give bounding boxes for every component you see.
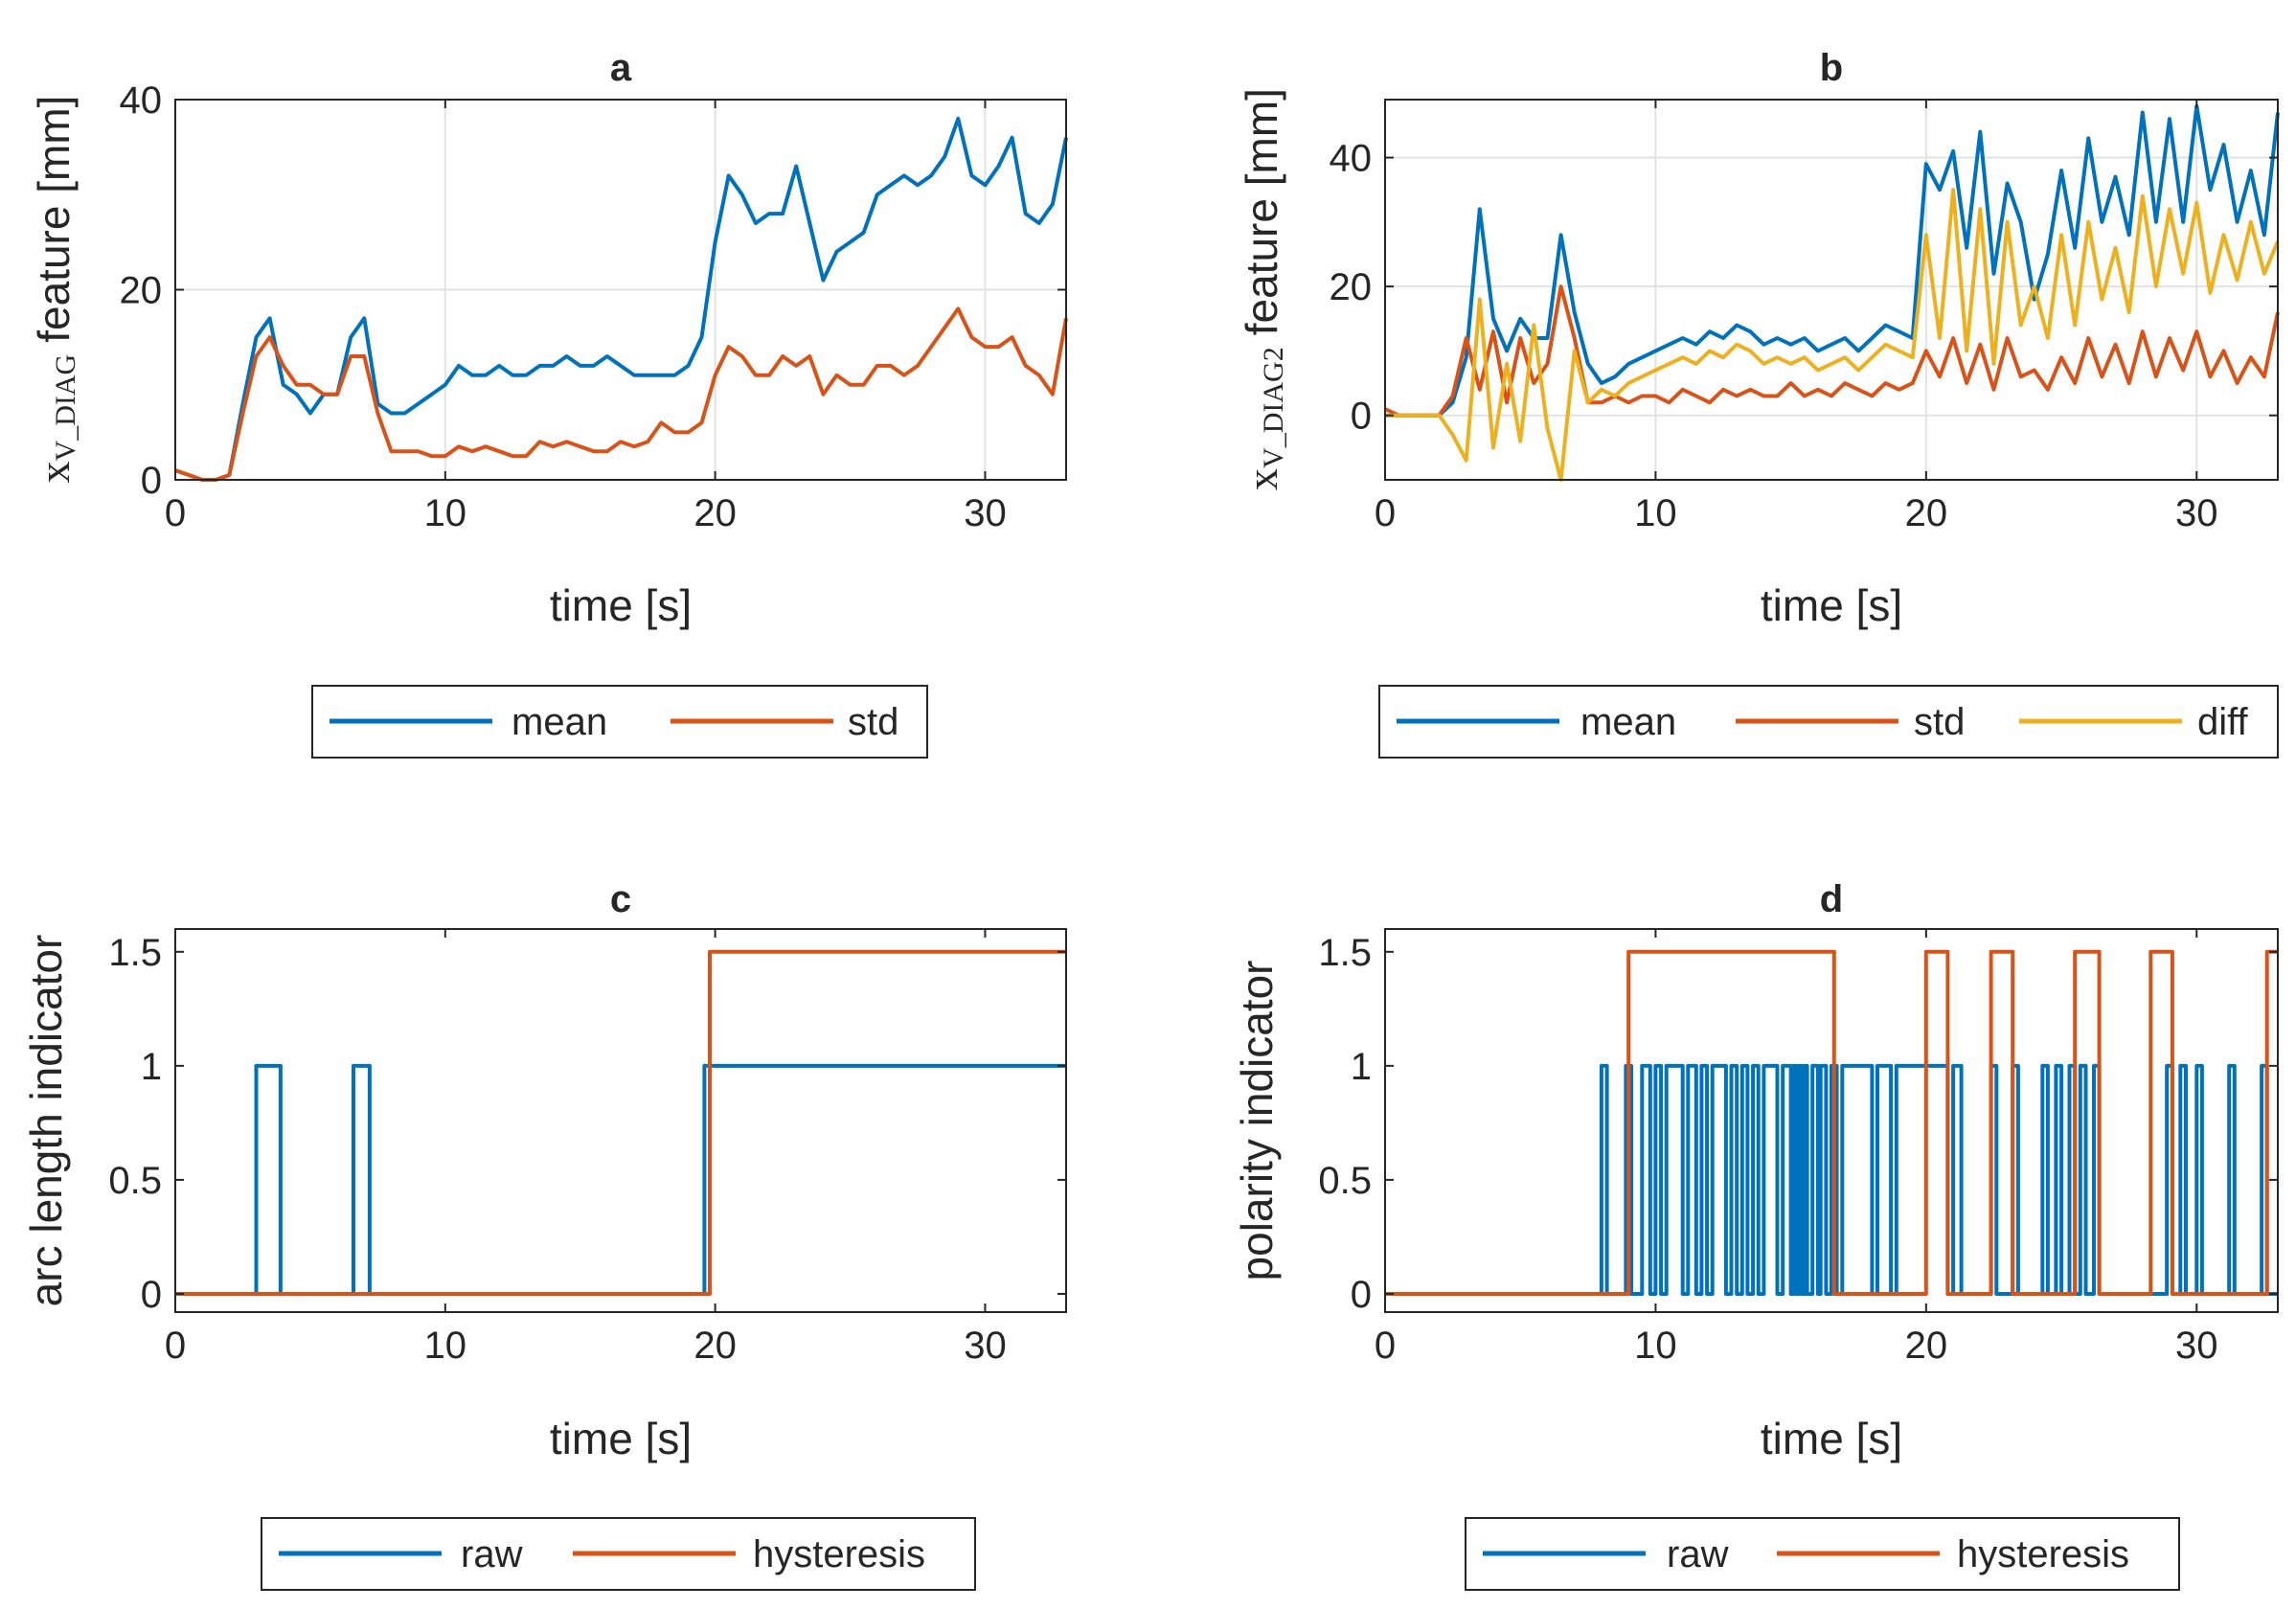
panel-b-ytick-label-40: 40 xyxy=(1330,138,1373,180)
panel-d-series-hysteresis xyxy=(1385,949,2278,1296)
panel-c-legend-raw: raw xyxy=(461,1533,523,1575)
panel-c-xtick-label-20: 20 xyxy=(693,1325,737,1367)
panel-d-ytick-label-0: 0 xyxy=(1351,1274,1372,1316)
panel-a-ylabel-sub: _DIAG xyxy=(50,354,81,442)
panel-d-xtick-label-0: 0 xyxy=(1375,1325,1396,1367)
panel-b-legend: mean std diff xyxy=(1378,685,2279,759)
panel-a-ylabel: xV_DIAG feature [mm] xyxy=(29,96,81,484)
panel-c-series xyxy=(175,949,1066,1296)
panel-d-ytick-label-1: 1 xyxy=(1351,1046,1372,1088)
panel-d-xtick-label-10: 10 xyxy=(1634,1325,1677,1367)
panel-d-legend: raw hysteresis xyxy=(1465,1517,2180,1591)
panel-a-xtick-label-10: 10 xyxy=(424,492,467,534)
panel-a-legend-mean: mean xyxy=(511,701,607,743)
panel-c-ticks: 0 10 20 30 0 0.5 1 1.5 xyxy=(108,929,1066,1367)
panel-a-ylabel-sub-v: V xyxy=(50,440,81,461)
panel-c-series-hysteresis xyxy=(175,949,1066,1296)
panel-a-ytick-label-40: 40 xyxy=(120,79,163,122)
panel-c-ytick-label-1: 1 xyxy=(141,1046,162,1088)
panel-d-series xyxy=(1385,949,2278,1296)
panel-a-xtick-label-30: 30 xyxy=(964,492,1007,534)
panel-a-xtick-label-0: 0 xyxy=(165,492,186,534)
panel-d-legend-raw: raw xyxy=(1667,1533,1729,1575)
panel-b: 0 10 20 30 0 20 40 b time [s] xV_DIAG2 feature … xyxy=(1237,47,2280,759)
panel-a-grid xyxy=(175,100,1066,480)
panel-c-xtick-label-0: 0 xyxy=(165,1325,186,1367)
panel-b-grid xyxy=(1385,100,2278,480)
panel-b-ylabel-text: feature [mm] xyxy=(1237,88,1286,335)
panel-c-legend-hysteresis: hysteresis xyxy=(753,1533,925,1575)
panel-d-xtick-label-30: 30 xyxy=(2175,1325,2218,1367)
panel-a-legend: mean std xyxy=(311,685,928,759)
panel-c-axes-box xyxy=(174,928,1067,1313)
panel-a-series-std xyxy=(174,306,1068,482)
panel-d-xlabel: time [s] xyxy=(1761,1414,1902,1463)
panel-b-ytick-label-20: 20 xyxy=(1330,266,1373,308)
panel-d-ytick-label-1.5: 1.5 xyxy=(1318,932,1372,974)
panel-a-ticks: 0 10 20 30 0 20 40 xyxy=(120,79,1066,534)
panel-d-series-raw xyxy=(1385,1063,2278,1296)
panel-b-series-std xyxy=(1384,284,2280,418)
panel-c-ylabel: arc length indicator xyxy=(21,935,71,1307)
panel-b-legend-mean: mean xyxy=(1580,701,1676,743)
panel-b-series xyxy=(1384,103,2280,482)
panel-a-legend-std: std xyxy=(848,701,898,743)
panel-d-ytick-label-0.5: 0.5 xyxy=(1318,1160,1372,1202)
panel-d-ticks: 0 10 20 30 0 0.5 1 1.5 xyxy=(1318,929,2278,1367)
panel-c-ytick-label-0.5: 0.5 xyxy=(108,1160,162,1202)
panel-c-xtick-label-10: 10 xyxy=(424,1325,467,1367)
panel-b-ytick-label-0: 0 xyxy=(1351,396,1372,438)
panel-a-ytick-label-0: 0 xyxy=(141,460,162,502)
panel-b-ylabel-symbol: x xyxy=(1238,468,1286,490)
panel-c-xtick-label-30: 30 xyxy=(964,1325,1007,1367)
panel-c-legend: raw hysteresis xyxy=(261,1517,976,1591)
panel-a-ylabel-text: feature [mm] xyxy=(29,96,79,343)
panel-d-axes-box xyxy=(1384,928,2279,1313)
panel-c-ytick-label-0: 0 xyxy=(141,1274,162,1316)
panel-d-title: d xyxy=(1820,878,1843,920)
panel-b-xtick-label-10: 10 xyxy=(1634,492,1677,534)
panel-b-legend-diff: diff xyxy=(2197,701,2249,743)
panel-a-xtick-label-20: 20 xyxy=(693,492,737,534)
panel-b-ylabel-sub: _DIAG2 xyxy=(1258,347,1289,448)
panel-a-ytick-label-20: 20 xyxy=(120,270,163,312)
panel-d-xtick-label-20: 20 xyxy=(1905,1325,1948,1367)
panel-b-series-diff xyxy=(1385,188,2280,482)
panel-b-title: b xyxy=(1820,47,1843,89)
panel-b-axes-box xyxy=(1384,99,2279,481)
panel-a-title: a xyxy=(610,47,632,89)
panel-a-ylabel-symbol: x xyxy=(30,461,79,483)
panel-c-xlabel: time [s] xyxy=(550,1414,692,1463)
panel-c-ytick-label-1.5: 1.5 xyxy=(108,932,162,974)
panel-a: 0 10 20 30 0 20 40 a time [s] xV_DIAG feature [… xyxy=(29,47,1068,759)
panel-b-xtick-label-20: 20 xyxy=(1905,492,1948,534)
panel-b-xtick-label-0: 0 xyxy=(1375,492,1396,534)
panel-c: 0 10 20 30 0 0.5 1 1.5 c time [s] arc length in… xyxy=(21,878,1067,1591)
panel-b-xlabel: time [s] xyxy=(1761,580,1902,630)
panel-a-xlabel: time [s] xyxy=(550,580,692,630)
panel-c-series-raw xyxy=(175,1063,1066,1296)
panel-d: 0 10 20 30 0 0.5 1 1.5 d time [s] polarity indi… xyxy=(1232,878,2279,1591)
panel-b-legend-std: std xyxy=(1914,701,1965,743)
panel-d-legend-hysteresis: hysteresis xyxy=(1957,1533,2129,1575)
panel-b-ylabel-sub-v: V xyxy=(1258,447,1289,468)
panel-b-ylabel: xV_DIAG2 feature [mm] xyxy=(1237,88,1289,490)
panel-a-series xyxy=(174,116,1068,482)
panel-c-title: c xyxy=(610,878,631,920)
panel-b-ticks: 0 10 20 30 0 20 40 xyxy=(1330,100,2278,534)
panel-d-ylabel: polarity indicator xyxy=(1232,961,1282,1281)
panel-b-xtick-label-30: 30 xyxy=(2175,492,2218,534)
